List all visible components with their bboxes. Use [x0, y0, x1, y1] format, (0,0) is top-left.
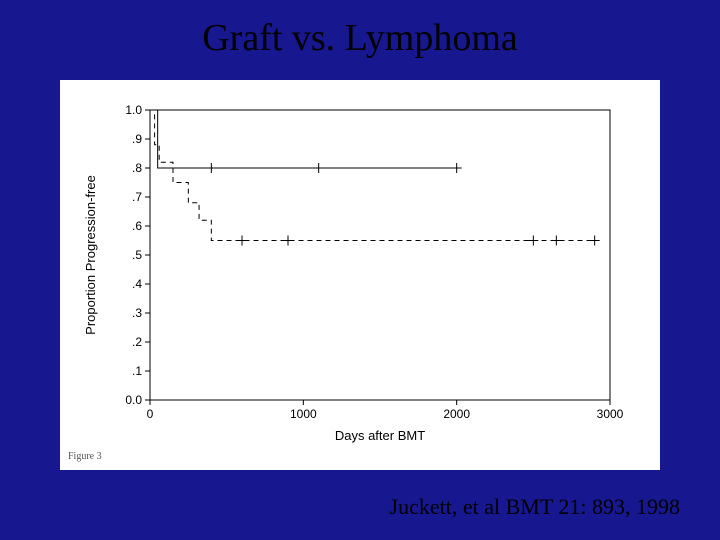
y-tick-label: .5	[132, 248, 142, 262]
chart-panel: 0.0 .1 .2 .3 .4 .5 .6 .7 .8 .9 1.0 0 1000 2000 3000 Day…	[60, 80, 660, 470]
x-axis-label: Days after BMT	[335, 428, 425, 443]
y-tick-label: .2	[132, 335, 142, 349]
y-tick-label: .9	[132, 132, 142, 146]
y-tick-label: 0.0	[125, 393, 142, 407]
x-tick-label: 2000	[443, 407, 470, 421]
series-curve-lower	[150, 110, 595, 241]
y-tick-label: .3	[132, 306, 142, 320]
slide-title: Graft vs. Lymphoma	[0, 16, 720, 60]
survival-chart: 0.0 .1 .2 .3 .4 .5 .6 .7 .8 .9 1.0 0 1000 2000 3000 Day…	[60, 80, 660, 470]
x-tick-label: 1000	[290, 407, 317, 421]
y-tick-label: .6	[132, 219, 142, 233]
y-tick-label: .4	[132, 277, 142, 291]
y-tick-label: .8	[132, 161, 142, 175]
y-tick-label: 1.0	[125, 103, 142, 117]
figure-caption: Figure 3	[68, 451, 102, 462]
x-tick-label: 0	[147, 407, 154, 421]
y-tick-label: .7	[132, 190, 142, 204]
y-tick-label: .1	[132, 364, 142, 378]
slide-container: Graft vs. Lymphoma 0.0 .1 .2 .3 .4 .5 .6 .7 .8 .9…	[0, 0, 720, 540]
plot-border	[150, 110, 610, 400]
citation-text: Juckett, et al BMT 21: 893, 1998	[390, 494, 680, 520]
x-tick-label: 3000	[597, 407, 624, 421]
series-curve-upper	[150, 110, 457, 168]
y-axis-label: Proportion Progression-free	[83, 175, 98, 335]
